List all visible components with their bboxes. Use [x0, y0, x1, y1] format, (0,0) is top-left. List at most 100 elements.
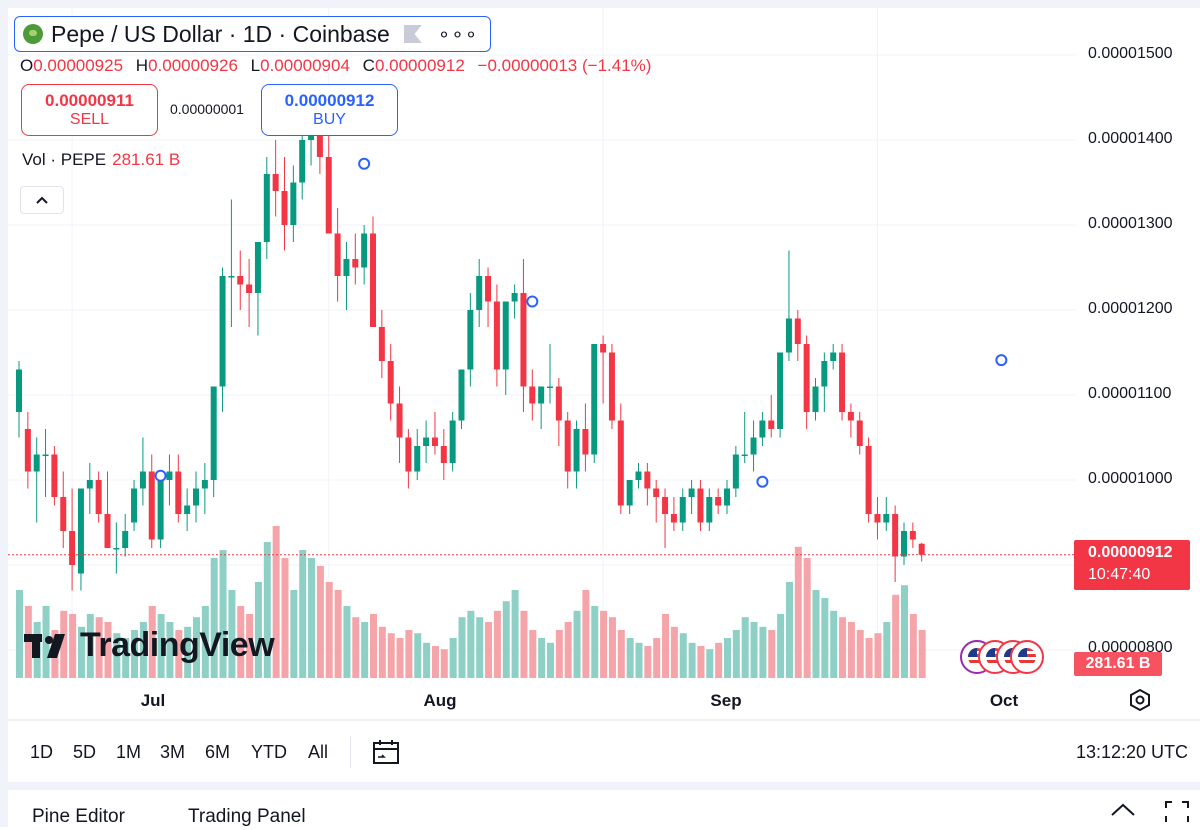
range-all[interactable]: All: [308, 742, 329, 762]
candle-body: [697, 488, 704, 523]
candle-body: [794, 318, 801, 344]
range-3m[interactable]: 3M: [160, 742, 186, 762]
candle-body: [520, 293, 527, 387]
watermark-text: TradingView: [80, 626, 275, 664]
volume-bar: [316, 566, 324, 678]
candle-body: [352, 259, 359, 268]
change-value: −0.00000013 (−1.41%): [477, 56, 652, 75]
chevron-up-icon[interactable]: [1108, 800, 1138, 820]
trade-marker: [995, 354, 1008, 367]
grid-lines: [8, 8, 1076, 678]
flag-icon[interactable]: [403, 25, 422, 43]
volume-bar: [502, 601, 510, 678]
candle-body: [759, 420, 766, 438]
ohlc-legend: O0.00000925 H0.00000926 L0.00000904 C0.0…: [20, 56, 659, 76]
volume-bar: [263, 542, 271, 678]
candle-body: [405, 437, 412, 472]
more-options-icon[interactable]: ∘∘∘: [437, 23, 479, 46]
candle-body: [299, 140, 306, 183]
candle-body: [272, 174, 279, 191]
last-price-value: 0.00000912: [1088, 544, 1173, 561]
candle-body: [679, 497, 686, 523]
candle-body: [95, 480, 102, 514]
candle-body: [24, 429, 31, 472]
y-tick-label: 0.00001000: [1088, 470, 1173, 487]
candle-body: [803, 344, 810, 412]
volume-bar: [60, 610, 68, 678]
collapse-legend-button[interactable]: [20, 186, 64, 214]
candle-body: [865, 446, 872, 514]
volume-bar: [883, 622, 891, 678]
volume-bar: [803, 558, 811, 678]
calendar-goto-icon[interactable]: [370, 738, 402, 768]
last-price-tag: 0.00000912 10:47:40: [1074, 540, 1190, 590]
candle-body: [184, 505, 191, 514]
trade-marker: [526, 295, 539, 308]
candle-body: [139, 471, 146, 489]
volume-bar: [201, 606, 209, 678]
range-5d[interactable]: 5D: [73, 742, 97, 762]
candle-body: [874, 514, 881, 523]
settings-icon[interactable]: [1128, 688, 1152, 712]
volume-bar: [511, 590, 519, 678]
candle-body: [493, 301, 500, 370]
volume-bar: [608, 617, 616, 678]
volume-bar: [104, 622, 112, 678]
buy-price: 0.00000912: [284, 91, 375, 110]
candle-body: [449, 420, 456, 463]
y-tick-label: 0.00001200: [1088, 300, 1173, 317]
volume-bar: [343, 606, 351, 678]
volume-bar: [812, 590, 820, 678]
volume-bar: [529, 630, 537, 678]
volume-bar: [325, 582, 333, 678]
candle-body: [476, 276, 483, 310]
event-marker[interactable]: [1010, 640, 1044, 674]
trade-marker: [358, 157, 371, 170]
price-chart[interactable]: [8, 8, 1200, 782]
candle-body: [856, 420, 863, 446]
candle-body: [847, 412, 854, 421]
volume-bar: [732, 630, 740, 678]
maximize-icon[interactable]: [1162, 798, 1192, 824]
candle-body: [166, 471, 173, 480]
volume-tag: 281.61 B: [1074, 652, 1162, 676]
volume-bar: [440, 649, 448, 678]
x-tick-label: Jul: [140, 691, 166, 710]
tab-pine-editor[interactable]: Pine Editor: [32, 806, 125, 827]
candle-body: [724, 488, 730, 506]
range-6m[interactable]: 6M: [205, 742, 231, 762]
tradingview-logo-icon: [24, 633, 65, 658]
bottom-panel: Pine Editor Trading Panel: [8, 790, 1200, 830]
volume-bar: [352, 617, 360, 678]
candle-body: [741, 454, 748, 456]
trade-marker: [756, 475, 769, 488]
utc-clock[interactable]: 13:12:20 UTC: [1075, 742, 1188, 762]
volume-bar: [95, 617, 103, 678]
range-1m[interactable]: 1M: [116, 742, 142, 762]
candle-body: [485, 276, 492, 302]
candle-body: [918, 543, 925, 555]
volume-bar: [679, 633, 687, 678]
symbol-header[interactable]: Pepe / US Dollar · 1D · Coinbase ∘∘∘: [14, 16, 492, 52]
sell-button[interactable]: 0.00000911 SELL: [21, 84, 158, 136]
candle-body: [812, 386, 819, 412]
volume-label: Vol · PEPE: [22, 150, 107, 169]
candle-body: [378, 327, 385, 361]
candle-body: [883, 514, 890, 523]
volume-bar: [334, 590, 342, 678]
range-1d[interactable]: 1D: [30, 742, 54, 762]
candle-body: [122, 531, 129, 548]
buy-button[interactable]: 0.00000912 BUY: [261, 84, 398, 136]
candle-body: [431, 437, 438, 446]
candle-body: [281, 191, 288, 225]
economic-events[interactable]: [960, 640, 1044, 676]
candle-body: [370, 233, 376, 327]
volume-bars: [16, 526, 926, 678]
tab-trading-panel[interactable]: Trading Panel: [188, 806, 306, 827]
volume-bar: [193, 617, 200, 678]
candle-body: [219, 276, 226, 387]
candle-body: [785, 318, 792, 353]
low-key: L: [250, 56, 261, 75]
range-ytd[interactable]: YTD: [251, 742, 287, 762]
volume-legend: Vol · PEPE 281.61 B: [22, 150, 180, 170]
